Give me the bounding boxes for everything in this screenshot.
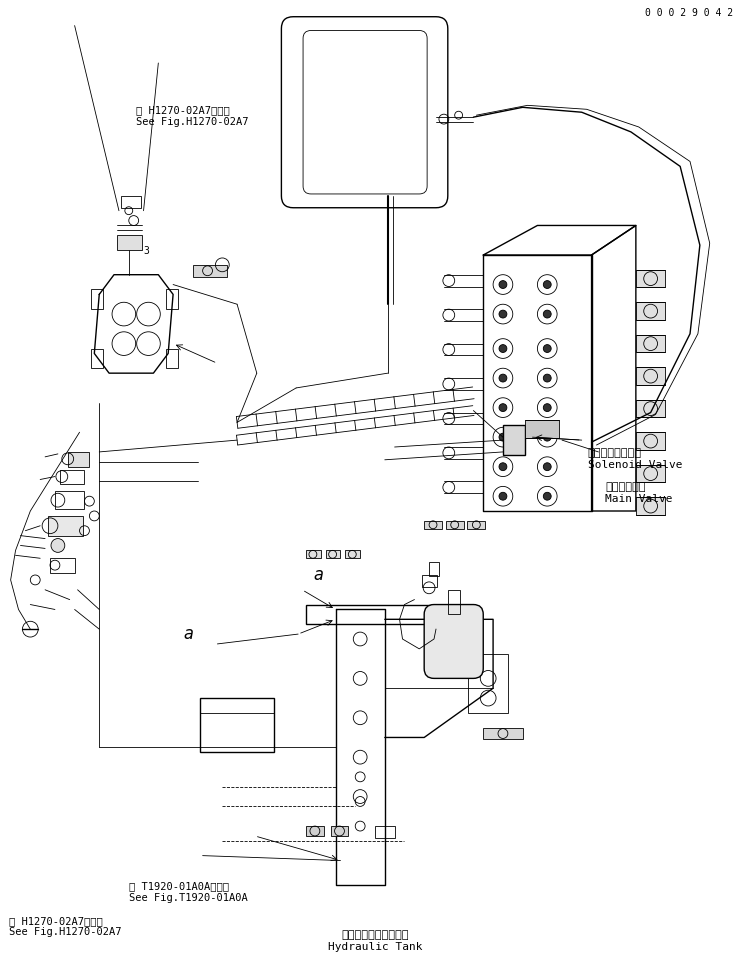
Bar [50, 558, 75, 574]
Text: 0 0 0 2 9 0 4 2: 0 0 0 2 9 0 4 2 [645, 8, 733, 18]
Circle shape [499, 345, 507, 354]
Bar [48, 517, 83, 536]
Circle shape [499, 375, 507, 382]
Bar [306, 551, 321, 558]
Bar [346, 551, 360, 558]
Circle shape [544, 281, 551, 289]
Bar [193, 266, 227, 277]
FancyBboxPatch shape [424, 605, 483, 679]
Text: 3: 3 [144, 246, 149, 255]
Bar [424, 521, 442, 529]
Text: ハイドロリックタンク
Hydraulic Tank: ハイドロリックタンク Hydraulic Tank [328, 929, 422, 951]
Circle shape [499, 434, 507, 441]
Bar [375, 826, 395, 838]
Bar [636, 368, 666, 386]
Circle shape [544, 493, 551, 500]
Bar [636, 303, 666, 320]
Circle shape [499, 493, 507, 500]
Bar [483, 728, 523, 740]
Bar [331, 826, 349, 836]
Bar [525, 421, 559, 438]
Text: 第 H1270-02A7図参照
See Fig.H1270-02A7: 第 H1270-02A7図参照 See Fig.H1270-02A7 [136, 105, 248, 127]
Bar [446, 521, 464, 529]
Circle shape [51, 539, 65, 553]
Bar [306, 605, 439, 624]
Bar [468, 521, 485, 529]
Text: a: a [314, 565, 324, 583]
Bar [306, 826, 324, 836]
Bar [636, 335, 666, 354]
FancyBboxPatch shape [282, 18, 448, 209]
Bar [636, 400, 666, 418]
Bar [636, 465, 666, 483]
Bar [636, 433, 666, 451]
Text: 第 T1920-01A0A図参照
See Fig.T1920-01A0A: 第 T1920-01A0A図参照 See Fig.T1920-01A0A [129, 881, 248, 902]
Circle shape [544, 311, 551, 318]
Circle shape [544, 375, 551, 382]
Bar [55, 492, 84, 510]
Bar [166, 290, 178, 310]
Bar [166, 349, 178, 369]
Text: 第 H1270-02A7図参照
See Fig.H1270-02A7: 第 H1270-02A7図参照 See Fig.H1270-02A7 [9, 915, 121, 936]
Circle shape [499, 404, 507, 412]
Circle shape [544, 404, 551, 412]
Bar [448, 590, 459, 615]
Bar [422, 576, 437, 587]
Circle shape [499, 311, 507, 318]
Text: a: a [183, 624, 193, 642]
Text: メインバルブ
Main Valve: メインバルブ Main Valve [605, 482, 673, 503]
Circle shape [544, 345, 551, 354]
Bar [429, 562, 439, 577]
Bar [121, 196, 141, 209]
Bar [326, 551, 340, 558]
Bar [636, 497, 666, 516]
Bar [636, 271, 666, 288]
FancyBboxPatch shape [303, 31, 427, 194]
Bar [91, 349, 103, 369]
Bar [503, 426, 525, 456]
Text: ソレノイドバルブ
Solenoid Valve: ソレノイドバルブ Solenoid Valve [587, 448, 682, 469]
Bar [68, 453, 90, 467]
Bar [117, 236, 142, 251]
Circle shape [499, 463, 507, 471]
Circle shape [544, 434, 551, 441]
Bar [468, 654, 508, 713]
Circle shape [544, 463, 551, 471]
Circle shape [499, 281, 507, 289]
Bar [91, 290, 103, 310]
Bar [200, 699, 273, 753]
Bar [59, 470, 84, 485]
